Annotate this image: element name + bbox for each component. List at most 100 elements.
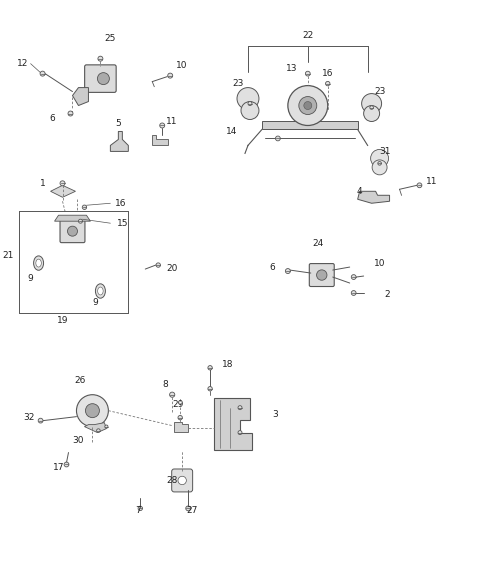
Circle shape: [361, 94, 382, 114]
Circle shape: [299, 97, 317, 114]
Text: 18: 18: [222, 360, 234, 369]
FancyBboxPatch shape: [84, 65, 116, 92]
Circle shape: [371, 149, 389, 167]
Text: 26: 26: [75, 376, 86, 385]
Circle shape: [351, 275, 356, 279]
Text: 11: 11: [426, 177, 437, 186]
Circle shape: [305, 71, 310, 76]
Circle shape: [417, 183, 422, 188]
Circle shape: [325, 82, 330, 86]
Text: 27: 27: [186, 506, 198, 515]
Text: 6: 6: [269, 262, 275, 272]
Text: 16: 16: [322, 69, 334, 78]
Circle shape: [68, 226, 77, 236]
Polygon shape: [50, 185, 75, 197]
FancyBboxPatch shape: [172, 469, 192, 492]
Circle shape: [168, 73, 173, 78]
Circle shape: [97, 73, 109, 85]
Circle shape: [64, 462, 69, 467]
Circle shape: [160, 123, 165, 128]
Circle shape: [96, 429, 100, 433]
Circle shape: [248, 101, 252, 106]
Circle shape: [186, 506, 191, 511]
Circle shape: [304, 101, 312, 110]
Circle shape: [40, 71, 45, 76]
Text: 3: 3: [272, 410, 278, 419]
Circle shape: [276, 136, 280, 141]
Circle shape: [317, 270, 327, 280]
Circle shape: [286, 269, 290, 273]
Circle shape: [98, 56, 103, 61]
Text: 29: 29: [172, 400, 184, 409]
Text: 14: 14: [227, 127, 238, 136]
Circle shape: [237, 87, 259, 110]
Ellipse shape: [97, 287, 103, 295]
Circle shape: [169, 392, 175, 397]
Circle shape: [208, 387, 212, 391]
Polygon shape: [262, 121, 358, 129]
Text: 23: 23: [232, 79, 244, 88]
Circle shape: [238, 406, 242, 410]
Text: 30: 30: [72, 436, 84, 445]
Circle shape: [208, 366, 212, 370]
Text: 11: 11: [167, 117, 178, 126]
Text: 15: 15: [117, 219, 128, 228]
Text: 20: 20: [167, 264, 178, 273]
Text: 10: 10: [177, 61, 188, 70]
Text: 4: 4: [357, 187, 362, 196]
Polygon shape: [55, 215, 90, 221]
Text: 2: 2: [385, 290, 390, 300]
Circle shape: [372, 160, 387, 175]
Ellipse shape: [96, 284, 106, 298]
Text: 17: 17: [53, 463, 64, 472]
Text: 24: 24: [312, 238, 324, 248]
Circle shape: [68, 111, 73, 116]
Ellipse shape: [36, 259, 41, 267]
Text: 9: 9: [93, 298, 98, 307]
FancyBboxPatch shape: [60, 220, 85, 243]
Circle shape: [105, 425, 108, 428]
Circle shape: [378, 161, 382, 165]
Text: 10: 10: [374, 259, 385, 268]
Polygon shape: [214, 398, 252, 449]
Polygon shape: [174, 422, 188, 431]
Text: 32: 32: [23, 413, 34, 422]
Circle shape: [138, 506, 143, 511]
Text: 13: 13: [286, 64, 298, 73]
Text: 23: 23: [374, 87, 385, 96]
Circle shape: [288, 86, 328, 125]
Circle shape: [178, 476, 186, 484]
Circle shape: [238, 431, 242, 434]
Ellipse shape: [34, 256, 44, 271]
Text: 25: 25: [105, 34, 116, 43]
Polygon shape: [110, 131, 128, 152]
Text: 22: 22: [302, 31, 313, 40]
Text: 9: 9: [28, 273, 34, 283]
Circle shape: [370, 106, 373, 110]
Polygon shape: [152, 135, 168, 145]
Text: 12: 12: [17, 59, 28, 68]
FancyBboxPatch shape: [309, 264, 334, 286]
Text: 6: 6: [49, 114, 55, 123]
Circle shape: [76, 395, 108, 427]
Circle shape: [178, 416, 182, 420]
Text: 5: 5: [116, 119, 121, 128]
Circle shape: [85, 403, 99, 417]
Circle shape: [364, 106, 380, 121]
Polygon shape: [358, 191, 390, 203]
Circle shape: [241, 101, 259, 120]
Circle shape: [78, 219, 83, 223]
Circle shape: [60, 181, 65, 186]
Polygon shape: [72, 87, 88, 106]
Text: 8: 8: [162, 380, 168, 389]
Text: 21: 21: [2, 251, 13, 259]
Text: 19: 19: [57, 317, 68, 325]
Text: 28: 28: [167, 476, 178, 485]
Polygon shape: [84, 423, 107, 433]
Circle shape: [82, 205, 87, 209]
Text: 1: 1: [40, 179, 46, 188]
Circle shape: [351, 290, 356, 296]
Text: 16: 16: [115, 199, 126, 208]
Text: 31: 31: [379, 147, 390, 156]
Text: 7: 7: [135, 506, 141, 515]
